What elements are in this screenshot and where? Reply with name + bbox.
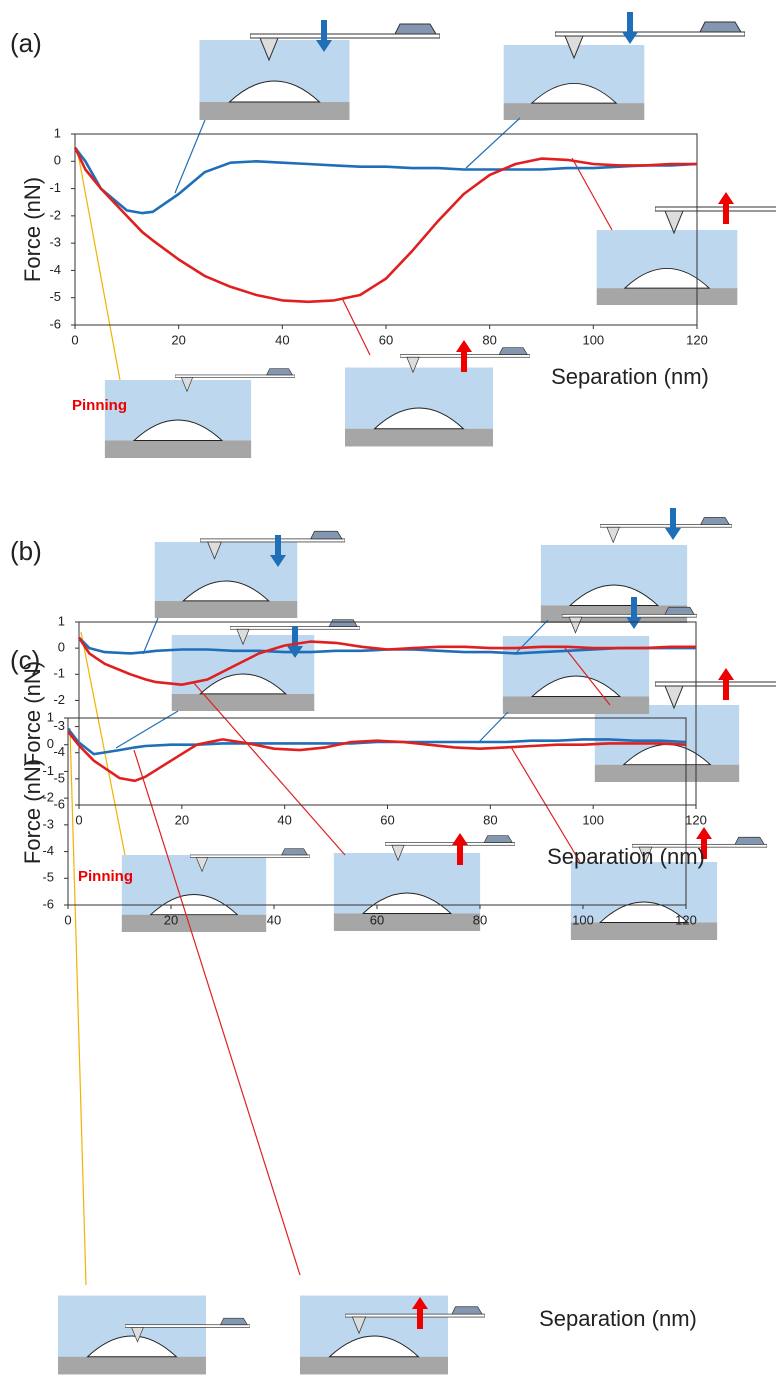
y-tick-label: 0 (54, 153, 61, 168)
x-tick-label: 80 (482, 332, 496, 347)
x-tick-label: 20 (164, 912, 178, 927)
y-tick-label: -5 (42, 870, 54, 885)
series-line (66, 727, 687, 756)
x-axis-title: Separation (nm) (551, 364, 709, 389)
y-axis-title: Force (nN) (20, 177, 45, 282)
x-axis-title: Separation (nm) (547, 844, 705, 869)
y-tick-label: 0 (47, 736, 54, 751)
y-tick-label: 0 (58, 640, 65, 655)
x-tick-label: 100 (582, 812, 604, 827)
x-tick-label: 120 (686, 332, 708, 347)
y-axis-title: Force (nN) (20, 759, 45, 864)
x-axis-title: Separation (nm) (539, 1306, 697, 1331)
x-tick-label: 0 (64, 912, 71, 927)
x-tick-label: 80 (483, 812, 497, 827)
panel-label: (b) (10, 536, 42, 566)
y-tick-label: -6 (53, 796, 65, 811)
y-tick-label: -2 (42, 790, 54, 805)
x-tick-label: 40 (277, 812, 291, 827)
y-tick-label: -3 (49, 235, 61, 250)
y-tick-label: -1 (42, 763, 54, 778)
y-tick-label: -5 (49, 289, 61, 304)
x-tick-label: 40 (275, 332, 289, 347)
y-tick-label: -4 (53, 744, 65, 759)
x-tick-label: 120 (675, 912, 697, 927)
y-tick-label: -1 (53, 666, 65, 681)
y-tick-label: 1 (47, 709, 54, 724)
y-tick-label: -4 (49, 262, 61, 277)
y-tick-label: -5 (53, 770, 65, 785)
series-line (73, 147, 697, 304)
y-tick-label: -6 (42, 896, 54, 911)
y-tick-label: -2 (53, 692, 65, 707)
x-tick-label: 20 (175, 812, 189, 827)
insets (58, 12, 776, 1376)
x-tick-label: 100 (572, 912, 594, 927)
x-tick-label: 60 (380, 812, 394, 827)
x-tick-label: 0 (71, 332, 78, 347)
x-tick-label: 80 (473, 912, 487, 927)
y-tick-label: -3 (42, 816, 54, 831)
x-tick-label: 100 (582, 332, 604, 347)
series-line (73, 146, 698, 215)
y-tick-label: -3 (53, 718, 65, 733)
series-line (66, 730, 687, 783)
annotation: Pinning (72, 397, 127, 414)
series-line (78, 636, 696, 655)
y-tick-label: -1 (49, 180, 61, 195)
panel-label: (c) (10, 645, 40, 675)
x-tick-label: 0 (75, 812, 82, 827)
y-tick-label: 1 (58, 613, 65, 628)
y-tick-label: -4 (42, 843, 54, 858)
y-tick-label: -2 (49, 207, 61, 222)
series-line (77, 636, 696, 686)
x-tick-label: 20 (171, 332, 185, 347)
y-axis-title: Force (nN) (20, 661, 45, 766)
y-tick-label: -6 (49, 316, 61, 331)
x-tick-label: 60 (379, 332, 393, 347)
panel-label: (a) (10, 28, 42, 58)
annotation: Pinning (78, 868, 133, 885)
x-tick-label: 60 (370, 912, 384, 927)
y-tick-label: 1 (54, 125, 61, 140)
x-tick-label: 40 (267, 912, 281, 927)
x-tick-label: 120 (685, 812, 707, 827)
